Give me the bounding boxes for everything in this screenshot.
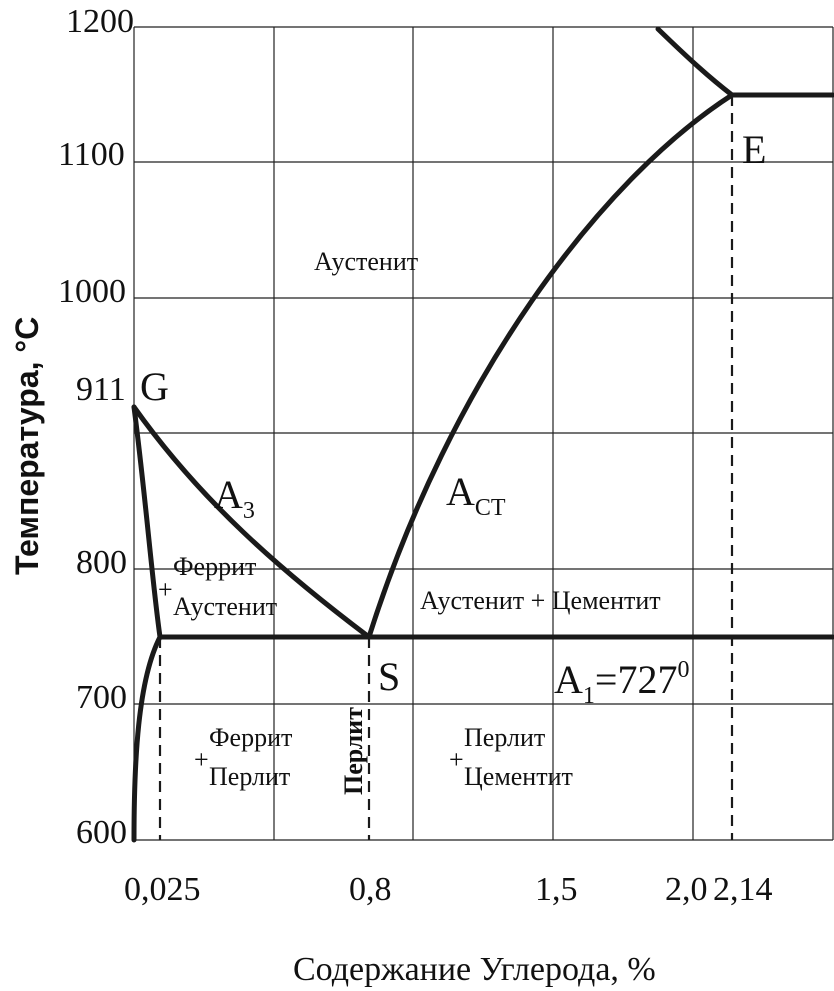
region-austenite-cementite: Аустенит + Цементит (420, 586, 661, 615)
y-tick-600: 600 (76, 814, 127, 851)
a1-sub: 1 (583, 683, 595, 709)
region-ferrite-pearlite-line1: Феррит (209, 723, 292, 752)
region-ferrite-austenite-line2: Аустенит (173, 592, 277, 621)
x-tick-20: 2,0 (665, 871, 708, 908)
x-axis-title: Содержание Углерода, % (293, 951, 656, 988)
acm-label: AСТ (446, 469, 506, 521)
acm-sub: СТ (475, 495, 506, 521)
region-pearlite-cementite-line2: Цементит (464, 762, 573, 791)
y-tick-1200: 1200 (66, 3, 134, 40)
upper-line (655, 26, 735, 98)
x-tick-15: 1,5 (535, 871, 578, 908)
y-tick-1100: 1100 (58, 136, 125, 173)
point-g-label: G (140, 364, 169, 409)
region-pearlite-cementite-line1: Перлит (464, 723, 545, 752)
a3-line-gs (131, 404, 372, 640)
x-tick-214: 2,14 (713, 871, 773, 908)
x-tick-0025: 0,025 (124, 871, 201, 908)
point-s-label: S (378, 654, 400, 699)
y-tick-700: 700 (76, 679, 127, 716)
y-tick-800: 800 (76, 544, 127, 581)
region-pearlite-cementite-plus: + (449, 745, 464, 774)
gp-line (131, 404, 163, 640)
y-tick-911: 911 (76, 371, 126, 408)
region-pearlite-vertical: Перлит (339, 707, 368, 795)
x-tick-08: 0,8 (349, 871, 392, 908)
acm-line-se (366, 92, 735, 640)
y-tick-1000: 1000 (58, 273, 126, 310)
a3-main: A (214, 472, 243, 517)
grid (133, 26, 834, 841)
a1-value: =727 (595, 657, 678, 702)
solvus-line-pq (131, 634, 163, 843)
acm-main: A (446, 469, 475, 514)
region-ferrite-austenite-plus: + (158, 575, 173, 604)
region-ferrite-pearlite-plus: + (194, 745, 209, 774)
y-axis-title: Температура, °С (9, 317, 45, 575)
point-e-label: E (742, 127, 766, 172)
region-ferrite-austenite-line1: Феррит (173, 552, 256, 581)
a3-label: A3 (214, 472, 255, 524)
region-ferrite-pearlite-line2: Перлит (209, 762, 290, 791)
a1-main: A (554, 657, 583, 702)
a1-label: A1=7270 (554, 657, 689, 709)
a1-degree: 0 (677, 657, 689, 683)
a3-sub: 3 (243, 498, 255, 524)
region-austenite: Аустенит (314, 247, 418, 276)
